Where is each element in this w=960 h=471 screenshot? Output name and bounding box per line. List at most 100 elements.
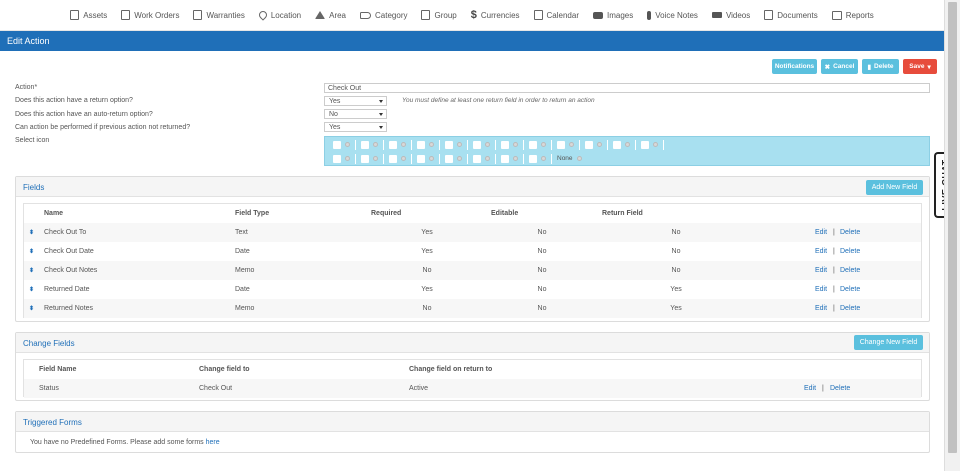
radio-button[interactable] <box>513 156 518 161</box>
icon-option[interactable] <box>496 139 524 150</box>
radio-button[interactable] <box>401 142 406 147</box>
icon-option[interactable] <box>384 139 412 150</box>
radio-button[interactable] <box>401 156 406 161</box>
icon-option[interactable] <box>496 153 524 164</box>
nav-work-orders[interactable]: Work Orders <box>121 10 179 20</box>
delete-link[interactable]: Delete <box>840 248 861 255</box>
nav-category[interactable]: Category <box>360 11 407 20</box>
return-hint: You must define at least one return fiel… <box>402 97 595 104</box>
icon-option[interactable] <box>580 139 608 150</box>
radio-button[interactable] <box>569 142 574 147</box>
save-button[interactable]: Save ▾ <box>903 59 937 74</box>
nav-label: Work Orders <box>134 10 180 20</box>
radio-button[interactable] <box>597 142 602 147</box>
radio-button[interactable] <box>541 142 546 147</box>
radio-button[interactable] <box>429 156 434 161</box>
radio-button[interactable] <box>373 142 378 147</box>
field-editable: No <box>537 305 547 312</box>
nav-label: Reports <box>845 10 874 20</box>
empty-forms-message: You have no Predefined Forms. Please add… <box>30 439 220 446</box>
edit-link[interactable]: Edit <box>815 286 828 293</box>
drag-handle-icon[interactable]: ⬍ <box>29 249 35 255</box>
delete-link[interactable]: Delete <box>840 305 861 312</box>
icon-option[interactable] <box>384 153 412 164</box>
field-editable: No <box>537 286 547 293</box>
change-new-field-button[interactable]: Change New Field <box>854 335 923 350</box>
icon-option[interactable] <box>412 139 440 150</box>
icon-option-none[interactable]: None <box>552 154 587 164</box>
radio-button[interactable] <box>345 156 350 161</box>
icon-option[interactable] <box>636 139 664 150</box>
icon-option[interactable] <box>468 153 496 164</box>
nav-area[interactable]: Area <box>315 11 346 20</box>
panel-title: Fields <box>23 183 45 192</box>
drag-handle-icon[interactable]: ⬍ <box>29 230 35 236</box>
add-new-field-button[interactable]: Add New Field <box>866 180 923 195</box>
edit-link[interactable]: Edit <box>815 248 828 255</box>
icon-option[interactable] <box>552 139 580 150</box>
nav-reports[interactable]: Reports <box>831 10 874 20</box>
icon-option[interactable] <box>356 153 384 164</box>
auto-return-select[interactable]: No <box>324 109 387 119</box>
nav-group[interactable]: Group <box>421 10 457 20</box>
icon-option[interactable] <box>440 153 468 164</box>
nav-documents[interactable]: Documents <box>764 10 818 20</box>
nav-currencies[interactable]: $ Currencies <box>471 9 520 21</box>
nav-location[interactable]: Location <box>257 9 301 21</box>
nav-voice-notes[interactable]: Voice Notes <box>647 10 698 20</box>
radio-button[interactable] <box>653 142 658 147</box>
icon-option[interactable] <box>440 139 468 150</box>
scrollbar-thumb[interactable] <box>948 2 957 453</box>
close-icon: ✖ <box>824 63 831 71</box>
drag-handle-icon[interactable]: ⬍ <box>29 306 35 312</box>
edit-link[interactable]: Edit <box>815 267 828 274</box>
button-label: Add New Field <box>871 184 918 191</box>
column-header: Change field to <box>199 366 250 373</box>
icon-option[interactable] <box>524 139 552 150</box>
previous-not-returned-select[interactable]: Yes <box>324 122 387 132</box>
radio-button[interactable] <box>485 156 490 161</box>
column-header: Required <box>371 210 402 217</box>
delete-link[interactable]: Delete <box>840 229 861 236</box>
icon-option[interactable] <box>356 139 384 150</box>
icon-option[interactable] <box>468 139 496 150</box>
radio-button[interactable] <box>513 142 518 147</box>
radio-button[interactable] <box>457 142 462 147</box>
nav-calendar[interactable]: Calendar <box>533 10 579 20</box>
radio-button[interactable] <box>373 156 378 161</box>
drag-handle-icon[interactable]: ⬍ <box>29 268 35 274</box>
nav-videos[interactable]: Videos <box>711 11 750 20</box>
icon-option[interactable] <box>328 153 356 164</box>
message-text: You have no Predefined Forms. Please add… <box>30 439 204 446</box>
change-to: Check Out <box>199 385 233 392</box>
drag-handle-icon[interactable]: ⬍ <box>29 287 35 293</box>
nav-assets[interactable]: Assets <box>70 10 107 20</box>
icon-option[interactable] <box>524 153 552 164</box>
radio-button[interactable] <box>485 142 490 147</box>
radio-button[interactable] <box>541 156 546 161</box>
radio-button[interactable] <box>345 142 350 147</box>
action-input[interactable]: Check Out <box>324 83 930 93</box>
radio-button[interactable] <box>457 156 462 161</box>
icon-option[interactable] <box>328 139 356 150</box>
icon-option[interactable] <box>412 153 440 164</box>
cancel-label: Cancel <box>833 63 855 70</box>
icon-option[interactable] <box>608 139 636 150</box>
delete-link[interactable]: Delete <box>840 267 861 274</box>
delete-button[interactable]: ▮ Delete <box>862 59 899 74</box>
delete-link[interactable]: Delete <box>830 385 851 392</box>
nav-warranties[interactable]: Warranties <box>193 10 245 20</box>
edit-link[interactable]: Edit <box>815 229 828 236</box>
radio-button[interactable] <box>576 156 582 161</box>
add-forms-link[interactable]: here <box>205 439 220 446</box>
radio-button[interactable] <box>625 142 630 147</box>
page-scrollbar[interactable] <box>944 0 960 471</box>
cancel-button[interactable]: ✖ Cancel <box>821 59 858 74</box>
edit-link[interactable]: Edit <box>815 305 828 312</box>
notifications-button[interactable]: Notifications <box>772 59 817 74</box>
edit-link[interactable]: Edit <box>804 385 817 392</box>
return-option-select[interactable]: Yes <box>324 96 387 106</box>
nav-images[interactable]: Images <box>593 11 633 20</box>
radio-button[interactable] <box>429 142 434 147</box>
delete-link[interactable]: Delete <box>840 286 861 293</box>
